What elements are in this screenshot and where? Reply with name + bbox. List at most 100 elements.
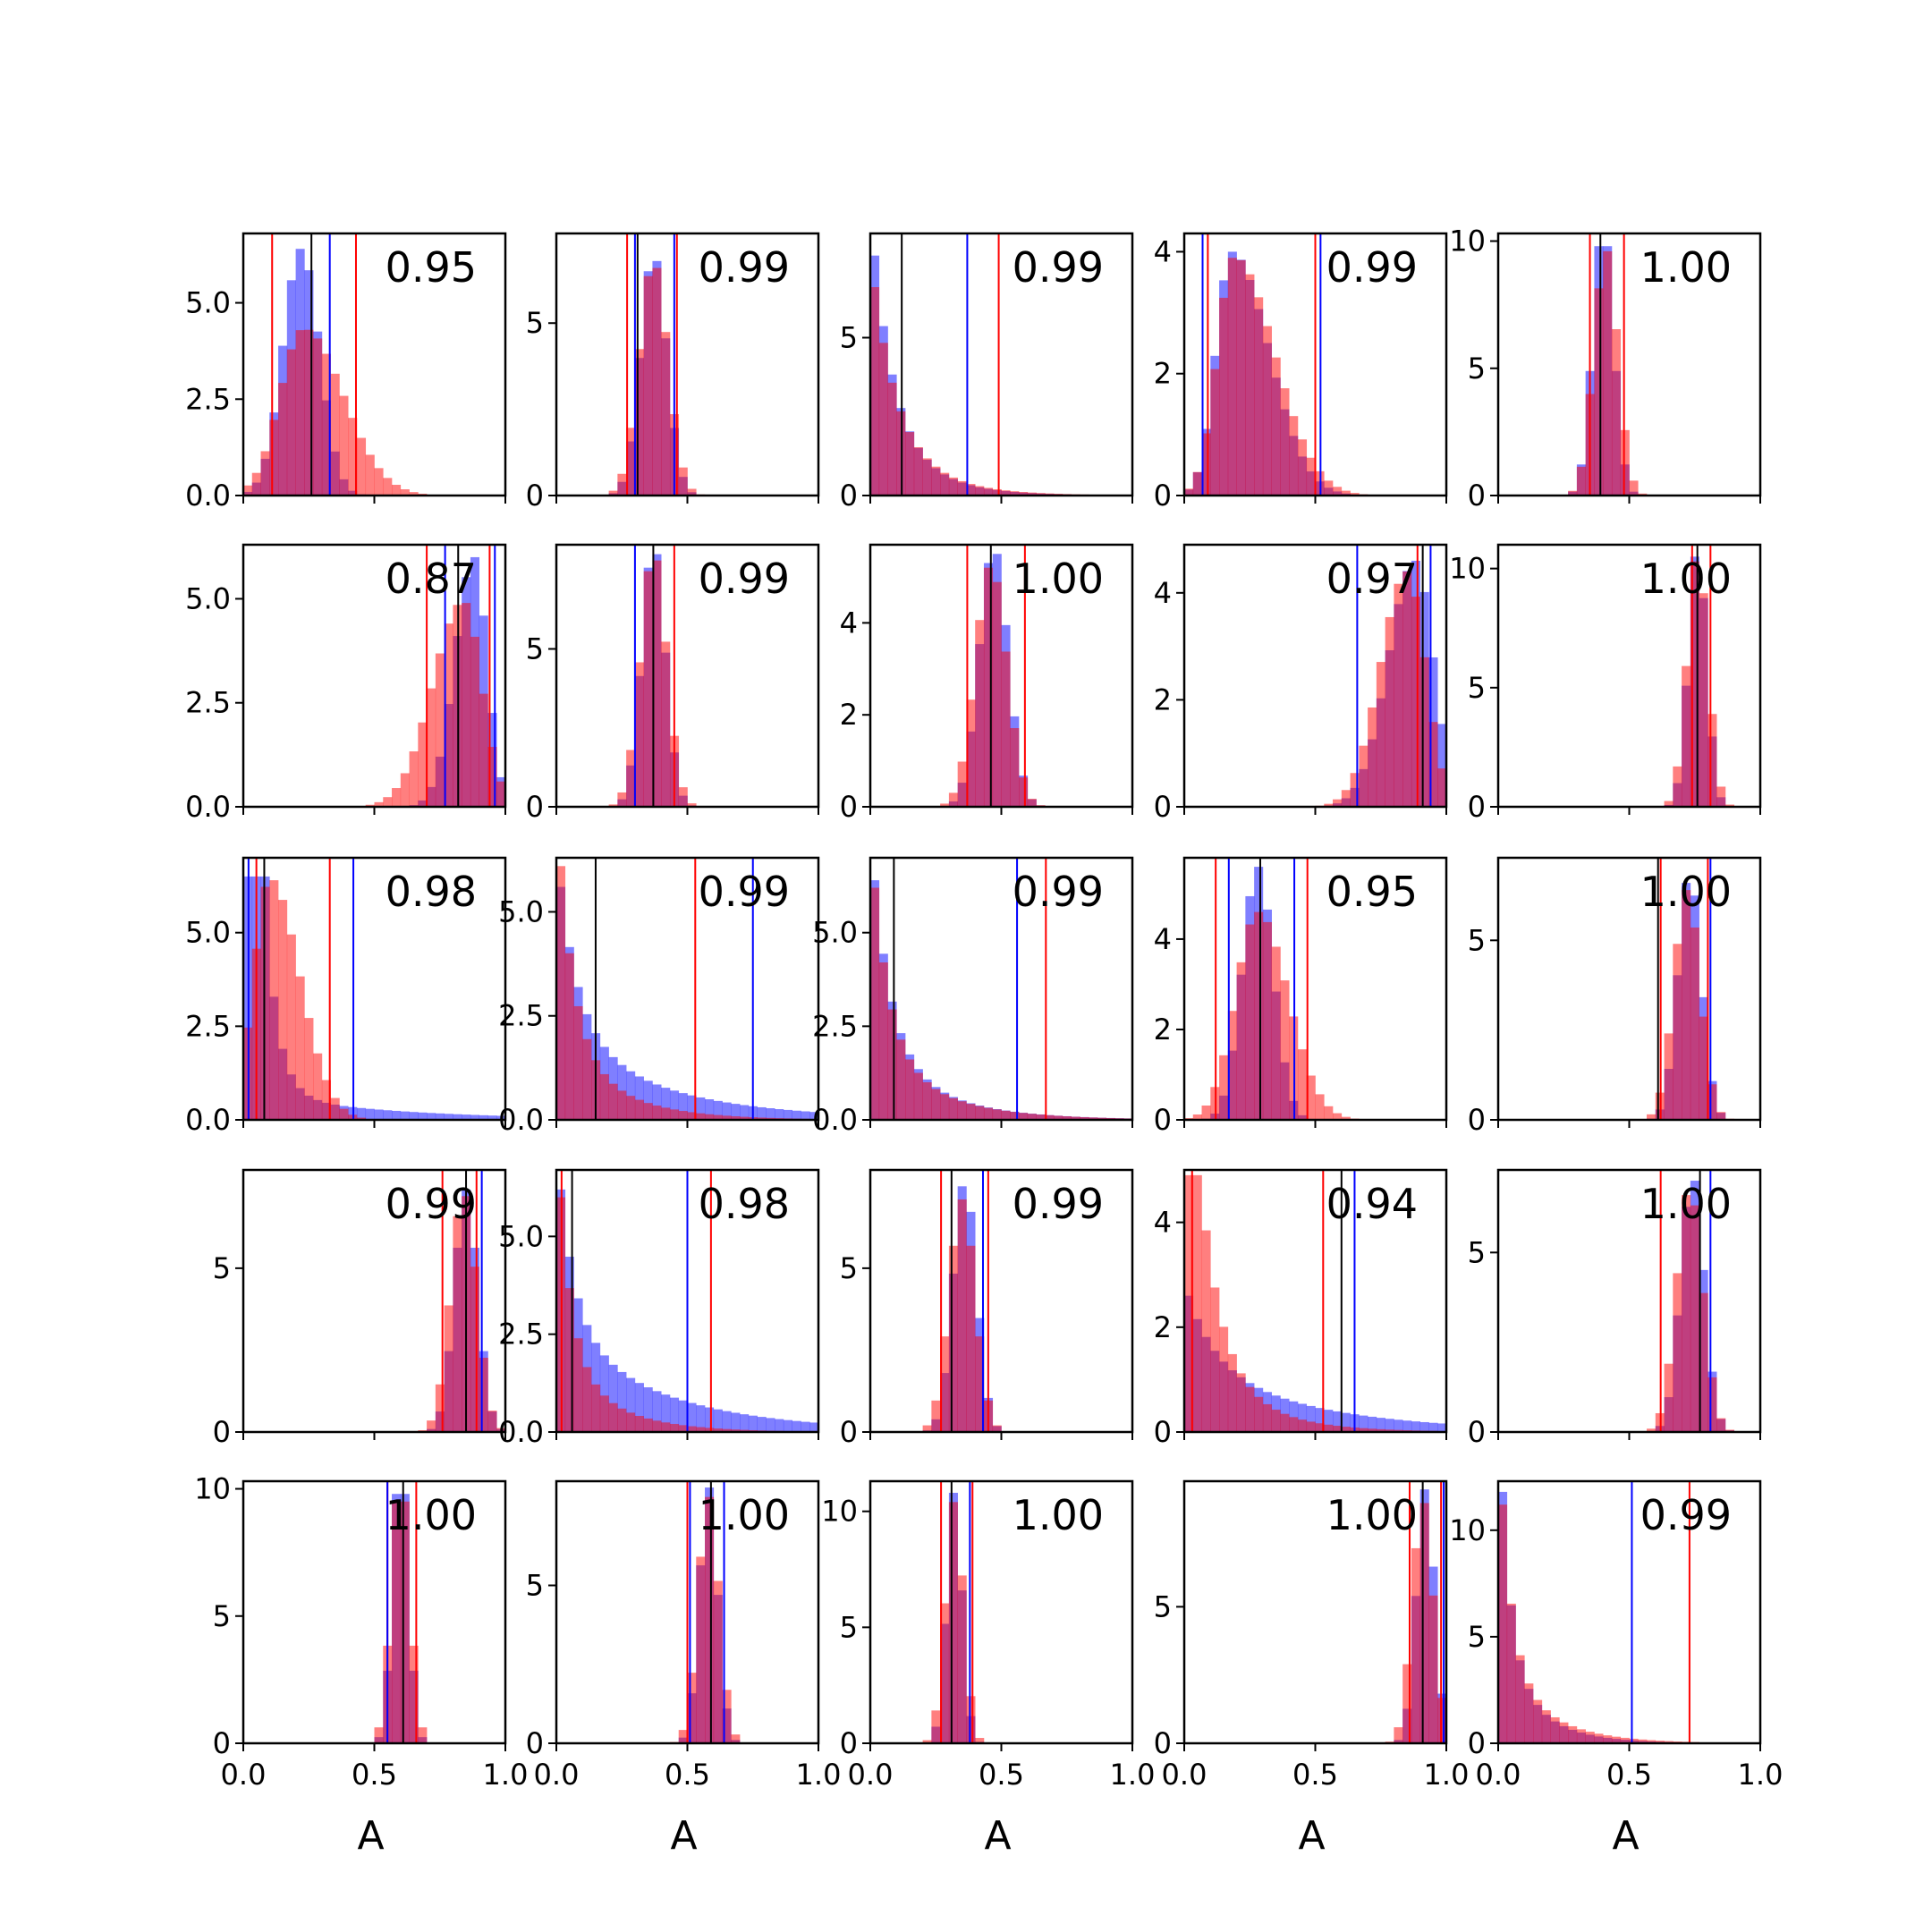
red-histogram-bar bbox=[599, 1073, 609, 1120]
red-histogram-bar bbox=[731, 1116, 741, 1120]
y-tick-label: 0 bbox=[1468, 1103, 1486, 1137]
blue-histogram-bar bbox=[722, 1411, 732, 1432]
x-tick-label: 1.0 bbox=[1110, 1758, 1156, 1792]
red-histogram-bar bbox=[400, 773, 410, 807]
red-histogram-bar bbox=[1315, 1094, 1325, 1120]
blue-histogram-bar bbox=[462, 1114, 471, 1120]
red-histogram-bar bbox=[409, 1645, 419, 1743]
red-histogram-bar bbox=[418, 722, 428, 807]
red-histogram-bar bbox=[626, 428, 636, 496]
blue-histogram-bar bbox=[626, 1071, 636, 1120]
red-histogram-bar bbox=[634, 1099, 644, 1120]
panel-annotation: 0.99 bbox=[1013, 1180, 1104, 1228]
blue-histogram-bar bbox=[1411, 1421, 1420, 1432]
y-tick-label: 0 bbox=[1154, 1415, 1172, 1449]
red-histogram-bar bbox=[1306, 457, 1316, 496]
blue-histogram-bar bbox=[731, 1412, 741, 1432]
blue-histogram-bar bbox=[783, 1419, 792, 1432]
red-histogram-bar bbox=[1550, 1716, 1560, 1743]
y-tick-label: 10 bbox=[194, 1472, 231, 1506]
panel-3-3: 0.0 2.5 5.0 0.99 bbox=[812, 856, 1134, 1137]
red-histogram-bar bbox=[870, 287, 880, 496]
red-histogram-bar bbox=[462, 603, 471, 807]
red-histogram-bar bbox=[1568, 490, 1578, 496]
panel-2-3: 0 2 4 1.00 bbox=[840, 543, 1134, 824]
y-tick-label: 2.5 bbox=[185, 382, 231, 416]
y-tick-label: 0 bbox=[213, 1726, 231, 1760]
y-tick-label: 0.0 bbox=[498, 1415, 544, 1449]
red-histogram-bar bbox=[1201, 433, 1211, 496]
red-histogram-bar bbox=[1638, 1739, 1648, 1743]
bars bbox=[870, 255, 1089, 496]
blue-histogram-bar bbox=[1376, 1418, 1385, 1432]
y-tick-label: 2 bbox=[1154, 357, 1172, 391]
red-histogram-bar bbox=[418, 1727, 428, 1743]
red-histogram-bar bbox=[1262, 921, 1272, 1120]
x-tick-label: 0.0 bbox=[534, 1758, 580, 1792]
red-histogram-bar bbox=[608, 1402, 618, 1432]
blue-histogram-bar bbox=[1359, 1415, 1368, 1432]
red-histogram-bar bbox=[348, 418, 358, 496]
red-histogram-bar bbox=[1254, 1396, 1264, 1432]
red-histogram-bar bbox=[1054, 1115, 1063, 1120]
y-tick-label: 5.0 bbox=[498, 1219, 544, 1253]
blue-histogram-bar bbox=[1394, 1419, 1403, 1432]
bars bbox=[365, 556, 505, 807]
blue-histogram-bar bbox=[775, 1419, 784, 1432]
blue-histogram-bar bbox=[1306, 1405, 1316, 1432]
y-tick-label: 10 bbox=[1449, 552, 1486, 586]
red-histogram-bar bbox=[1699, 1292, 1708, 1432]
red-histogram-bar bbox=[470, 636, 479, 807]
red-histogram-bar bbox=[643, 1103, 653, 1120]
y-tick-label: 5.0 bbox=[185, 916, 231, 950]
red-histogram-bar bbox=[1690, 927, 1699, 1120]
panel-4-5: 051.00 bbox=[1468, 1168, 1762, 1449]
blue-histogram-bar bbox=[453, 1114, 462, 1120]
red-histogram-bar bbox=[1289, 416, 1299, 496]
blue-histogram-bar bbox=[696, 1405, 706, 1432]
red-histogram-bar bbox=[1647, 1740, 1657, 1743]
panel-annotation: 0.99 bbox=[1013, 868, 1104, 916]
x-tick-label: 1.0 bbox=[1738, 1758, 1784, 1792]
red-histogram-bar bbox=[948, 1245, 958, 1432]
red-histogram-bar bbox=[652, 1106, 662, 1120]
blue-histogram-bar bbox=[705, 1099, 715, 1120]
blue-histogram-bar bbox=[1333, 1411, 1343, 1432]
red-histogram-bar bbox=[1350, 493, 1360, 496]
x-axis-label: A bbox=[1298, 1813, 1325, 1859]
blue-histogram-bar bbox=[731, 1104, 741, 1120]
red-histogram-bar bbox=[1437, 768, 1446, 807]
red-histogram-bar bbox=[260, 451, 270, 496]
panel-1-5: 0 5 10 1.00 bbox=[1449, 225, 1762, 513]
red-histogram-bar bbox=[1341, 490, 1351, 496]
y-tick-label: 5 bbox=[1468, 671, 1486, 705]
red-histogram-bar bbox=[1647, 1428, 1657, 1432]
red-histogram-bar bbox=[1010, 491, 1020, 496]
red-histogram-bar bbox=[757, 1117, 767, 1120]
red-histogram-bar bbox=[295, 976, 305, 1120]
bars bbox=[1315, 560, 1446, 807]
blue-histogram-bar bbox=[809, 1422, 818, 1432]
red-histogram-bar bbox=[705, 1496, 715, 1743]
red-histogram-bar bbox=[713, 1114, 723, 1120]
x-tick-label: 0.5 bbox=[665, 1758, 710, 1792]
blue-histogram-bar bbox=[696, 1097, 706, 1120]
red-histogram-bar bbox=[1716, 1418, 1726, 1432]
red-histogram-bar bbox=[922, 1740, 932, 1743]
y-tick-label: 4 bbox=[1154, 922, 1172, 956]
y-tick-label: 0 bbox=[1154, 1103, 1172, 1137]
red-histogram-bar bbox=[1315, 1423, 1325, 1432]
red-histogram-bar bbox=[1333, 1113, 1343, 1120]
blue-histogram-bar bbox=[1437, 1423, 1446, 1432]
red-histogram-bar bbox=[392, 788, 402, 807]
panel-2-4: 0 2 4 0.97 bbox=[1154, 543, 1448, 824]
blue-histogram-bar bbox=[599, 1355, 609, 1432]
blue-histogram-bar bbox=[1385, 1419, 1394, 1432]
red-histogram-bar bbox=[608, 804, 618, 807]
panel-4-3: 050.99 bbox=[840, 1168, 1134, 1449]
y-tick-label: 0.0 bbox=[812, 1103, 858, 1137]
red-histogram-bar bbox=[313, 338, 323, 496]
red-histogram-bar bbox=[1664, 1033, 1674, 1120]
red-histogram-bar bbox=[1594, 288, 1604, 496]
blue-histogram-bar bbox=[740, 1105, 750, 1120]
